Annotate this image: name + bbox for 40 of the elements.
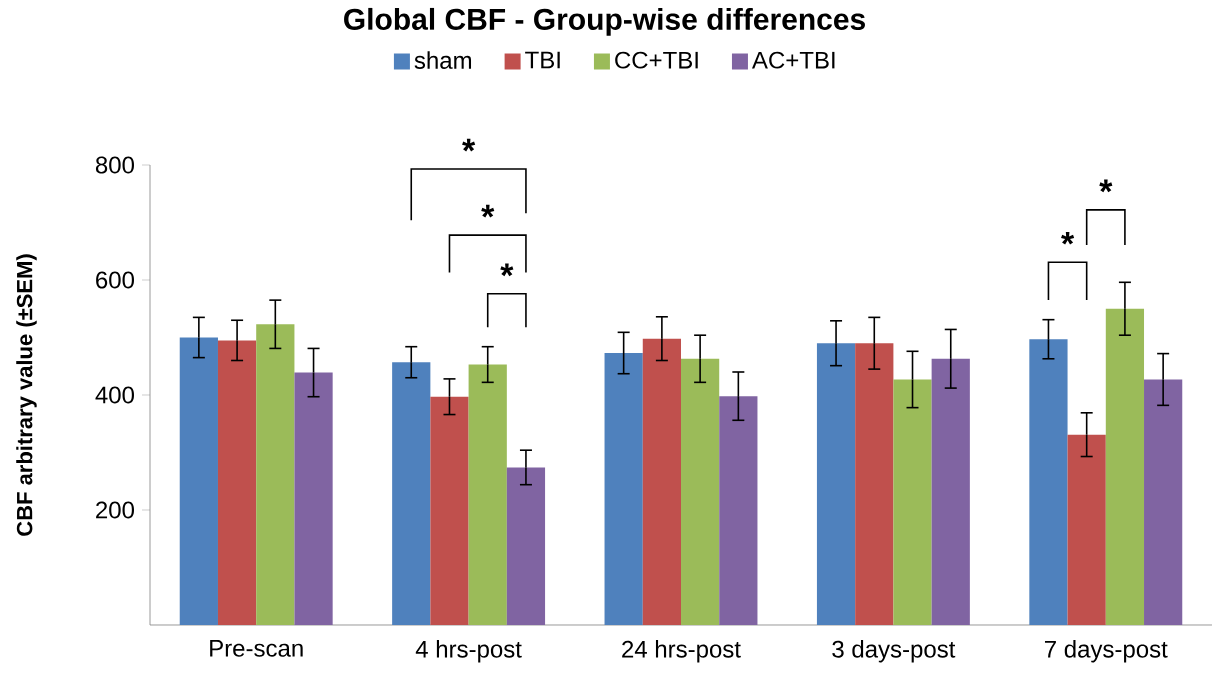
- annotation: *: [481, 204, 495, 218]
- annotation: *: [500, 263, 514, 277]
- bar: [719, 396, 758, 625]
- y-tick-label: 800: [95, 156, 134, 174]
- bar: [294, 372, 333, 625]
- bar: [1067, 434, 1106, 625]
- bar: [468, 364, 507, 625]
- bar: [256, 324, 295, 625]
- bar: [179, 337, 218, 625]
- y-tick-label: 400: [95, 386, 134, 404]
- bar: [893, 379, 932, 625]
- y-tick-label: 600: [96, 271, 134, 289]
- bar: [931, 358, 970, 625]
- bar: [392, 362, 431, 625]
- x-tick-label: 4 hrs-post: [415, 640, 522, 663]
- bar: [1144, 379, 1183, 625]
- bar: [217, 340, 257, 625]
- y-tick-label: 200: [96, 501, 134, 519]
- bar: [604, 353, 643, 625]
- bar: [1029, 339, 1068, 625]
- legend-label: sham: [414, 51, 472, 69]
- legend-label: AC+TBI: [751, 51, 835, 69]
- bar: [430, 396, 469, 625]
- x-tick-label: 3 days-post: [832, 640, 956, 663]
- y-axis-title: CBF arbitrary value (±SEM): [16, 254, 37, 536]
- text: *: [462, 138, 476, 152]
- x-tick-label: 24 hrs-post: [622, 640, 741, 663]
- x-tick-label: 7 days-post: [1044, 640, 1168, 663]
- x-tick-label: Pre-scan: [210, 640, 303, 657]
- bar: [855, 343, 894, 625]
- legend-label: CC+TBI: [615, 51, 698, 69]
- bar: [816, 343, 856, 625]
- chart-title: Global CBF - Group-wise differences: [344, 7, 865, 36]
- bar: [506, 467, 546, 625]
- bar: [642, 338, 681, 625]
- bar: [681, 358, 720, 625]
- bar: [1105, 308, 1145, 625]
- annotation: *: [1099, 179, 1113, 193]
- annotation: *: [1061, 231, 1075, 245]
- legend-label: TBI: [525, 51, 560, 69]
